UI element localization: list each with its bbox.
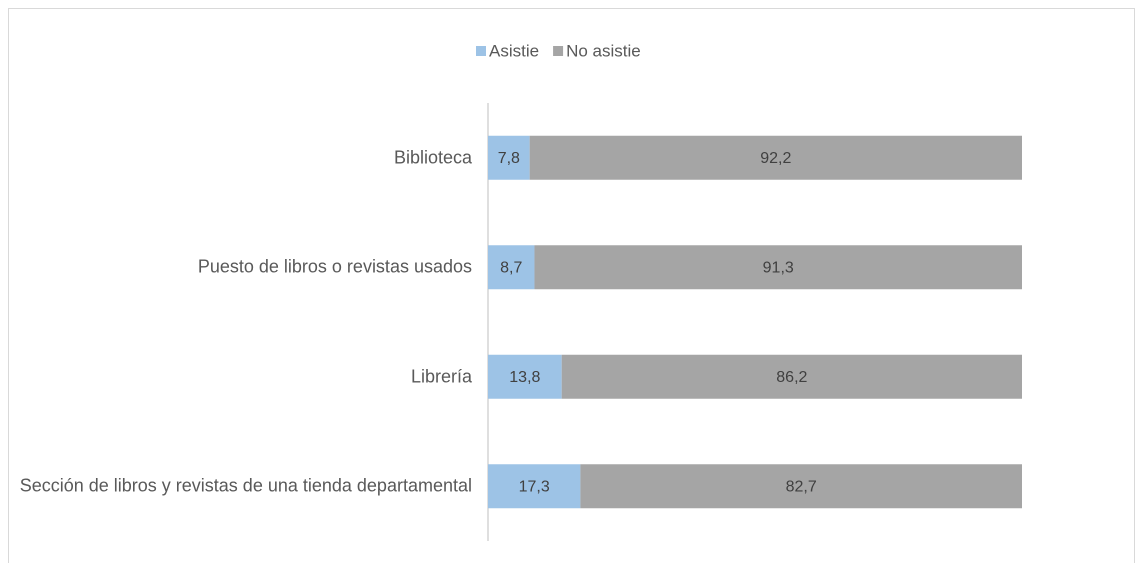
data-label: 7,8: [498, 150, 520, 167]
bar-segment: [488, 245, 535, 290]
category-label: Puesto de libros o revistas usados: [197, 256, 472, 277]
legend-label: Asistie: [489, 41, 539, 60]
bar-segment: [529, 135, 1022, 180]
bar-segment: [488, 354, 562, 399]
data-label: 17,3: [519, 478, 550, 495]
legend-label: No asistie: [566, 41, 641, 60]
category-label: Sección de libros y revistas de una tien…: [19, 475, 472, 496]
data-label: 86,2: [776, 369, 807, 386]
bar-segment: [488, 135, 530, 180]
data-label: 8,7: [500, 259, 522, 276]
bar-segment: [580, 464, 1022, 509]
data-label: 82,7: [786, 478, 817, 495]
data-label: 92,2: [760, 150, 791, 167]
data-label: 13,8: [509, 369, 540, 386]
data-label: 91,3: [763, 259, 794, 276]
legend-swatch: [553, 46, 564, 56]
category-label: Biblioteca: [393, 147, 472, 168]
bar-segment: [561, 354, 1022, 399]
bar-segment: [534, 245, 1022, 290]
chart-border: [8, 8, 1135, 563]
bar-segment: [488, 464, 581, 509]
category-label: Librería: [410, 366, 472, 387]
legend-swatch: [476, 46, 486, 56]
